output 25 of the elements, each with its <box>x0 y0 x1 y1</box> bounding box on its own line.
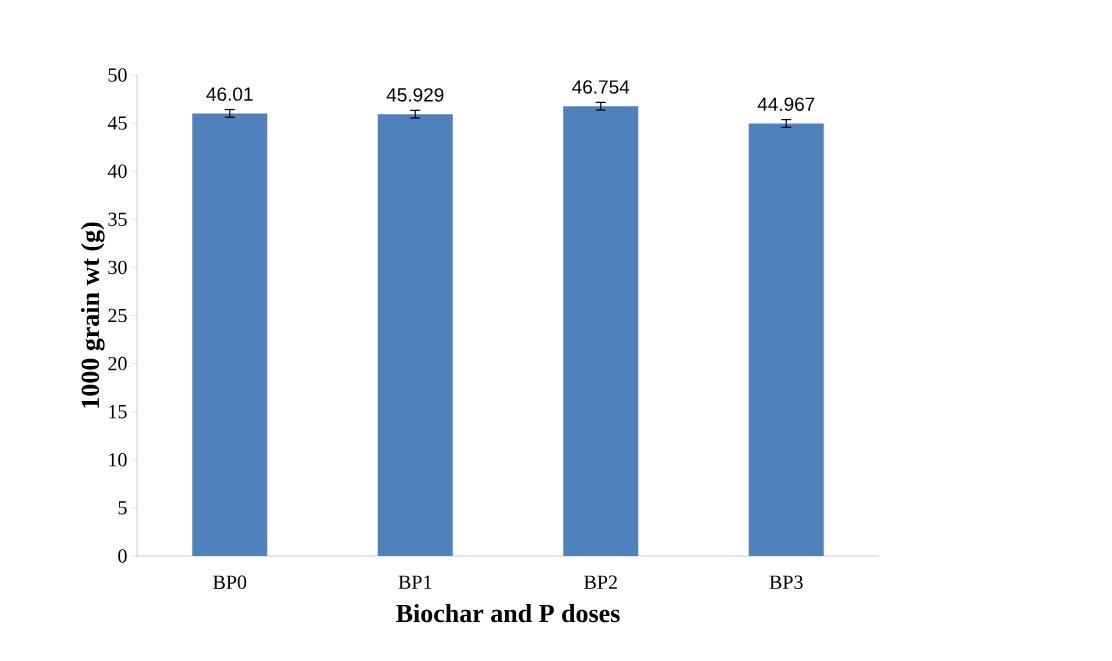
y-tick-label: 50 <box>108 68 127 82</box>
y-tick-label: 15 <box>109 404 127 419</box>
data-label: 46.754 <box>572 80 630 94</box>
x-axis-title: Biochar and P doses <box>396 603 620 623</box>
bar <box>192 113 268 556</box>
y-tick-label: 45 <box>107 116 127 130</box>
y-tick-label: 10 <box>109 453 127 467</box>
data-label: 46.01 <box>206 87 253 101</box>
y-tick-label: 20 <box>108 356 127 371</box>
y-tick-label: 30 <box>108 260 127 275</box>
bar <box>748 123 824 556</box>
y-axis-title: 1000 grain wt (g) <box>80 222 105 408</box>
data-label: 44.967 <box>757 97 815 111</box>
bar <box>563 106 639 556</box>
y-tick-label: 25 <box>108 308 127 323</box>
y-tick-label: 0 <box>118 549 127 563</box>
x-tick-label: BP0 <box>213 575 247 590</box>
x-tick-label: BP3 <box>769 575 803 589</box>
x-tick-label: BP2 <box>584 575 617 589</box>
x-tick-label: BP1 <box>398 575 432 589</box>
y-tick-label: 5 <box>118 501 127 515</box>
bar <box>377 114 453 556</box>
y-tick-label: 35 <box>108 212 127 226</box>
y-tick-label: 40 <box>107 164 127 178</box>
data-label: 45.929 <box>386 88 444 102</box>
